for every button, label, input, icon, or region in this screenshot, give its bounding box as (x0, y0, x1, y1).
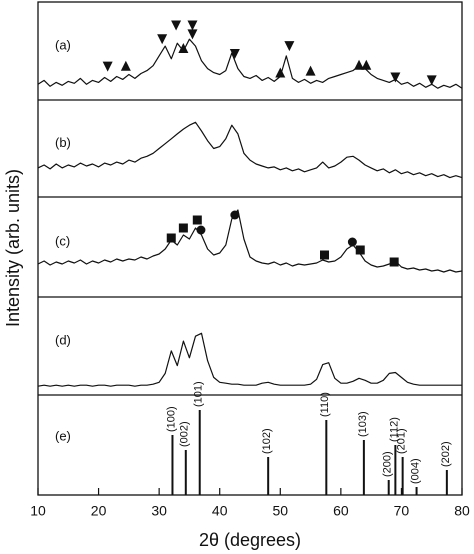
marker-triangle-down (187, 20, 198, 31)
marker-circle (230, 210, 240, 220)
stick-label: (102) (261, 428, 273, 454)
x-tick-label: 40 (212, 503, 228, 519)
marker-triangle-up (361, 59, 372, 70)
stick-label: (101) (193, 381, 205, 407)
stick-label: (110) (319, 392, 331, 417)
x-tick-label: 20 (91, 503, 107, 519)
marker-triangle-down (229, 48, 240, 59)
panel-label: (c) (55, 233, 70, 248)
marker-triangle-up (120, 60, 131, 71)
marker-square (355, 245, 365, 255)
stick-label: (002) (179, 421, 191, 447)
marker-triangle-up (178, 43, 189, 54)
stick-label: (004) (409, 458, 421, 484)
stick-label: (100) (165, 406, 177, 432)
panel-label: (a) (55, 38, 71, 53)
marker-triangle-down (157, 34, 168, 45)
marker-triangle-down (390, 72, 401, 83)
marker-triangle-down (426, 75, 437, 86)
marker-triangle-down (187, 29, 198, 40)
marker-triangle-up (354, 59, 365, 70)
stick-label: (200) (382, 451, 394, 477)
stick-label: (103) (357, 411, 369, 437)
marker-square (178, 223, 188, 233)
plot-frame (37, 1, 463, 496)
x-tick-label: 30 (151, 503, 167, 519)
pattern-line (37, 332, 462, 387)
marker-triangle-down (284, 41, 295, 52)
marker-square (320, 250, 330, 260)
x-tick-label: 50 (272, 503, 288, 519)
x-tick-label: 80 (454, 503, 470, 519)
marker-triangle-up (305, 65, 316, 76)
stick-label: (201) (396, 428, 408, 454)
x-tick-label: 60 (333, 503, 349, 519)
y-axis-label: Intensity (arb. units) (3, 169, 23, 327)
panel-label: (e) (55, 428, 71, 443)
pattern-line (37, 121, 463, 179)
pattern-line (37, 38, 463, 89)
panel-label: (b) (55, 135, 71, 150)
marker-triangle-down (102, 61, 113, 72)
marker-triangle-down (171, 20, 182, 31)
marker-square (192, 215, 202, 225)
marker-circle (196, 225, 206, 235)
stick-label: (112) (388, 417, 400, 442)
marker-circle (347, 237, 357, 247)
panel-label: (d) (55, 333, 71, 348)
x-tick-label: 10 (30, 503, 46, 519)
x-tick-label: 70 (394, 503, 410, 519)
marker-triangle-up (275, 67, 286, 78)
stick-label: (202) (440, 441, 452, 467)
marker-square (389, 257, 399, 267)
x-axis-label: 2θ (degrees) (199, 530, 301, 550)
marker-square (166, 233, 176, 243)
